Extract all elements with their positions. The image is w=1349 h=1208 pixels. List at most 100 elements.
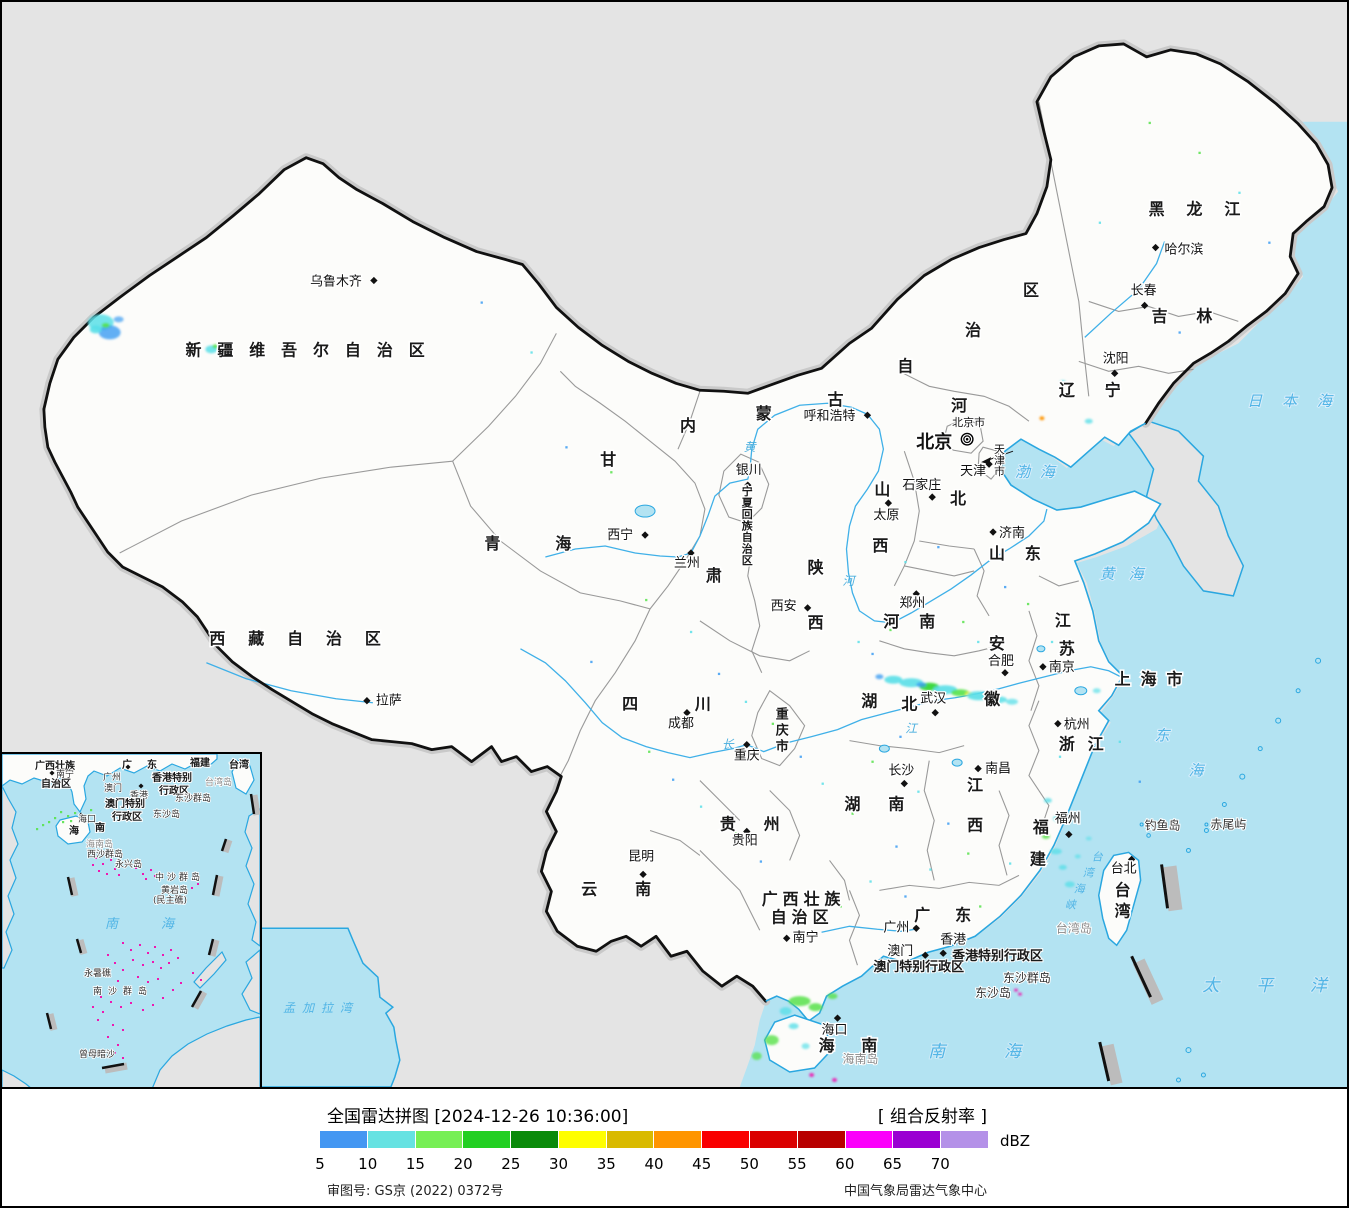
- radar-speck: [744, 700, 748, 704]
- lakes: [634, 504, 1088, 767]
- radar-speck: [889, 628, 892, 632]
- map-label: 区: [1023, 280, 1039, 299]
- map-label: 山: [874, 480, 890, 499]
- map-label: 肃: [706, 566, 722, 585]
- dbz-value-50: 50: [739, 1155, 759, 1173]
- map-label: 西沙群岛: [87, 848, 123, 860]
- radar-echo: [1074, 854, 1081, 859]
- map-label: 自治区: [771, 907, 834, 926]
- city-dot: [641, 531, 649, 539]
- city-label: 石家庄: [902, 477, 941, 493]
- inset-island-dot: [95, 857, 97, 859]
- map-label: 海: [69, 824, 79, 837]
- inset-echo-speck: [81, 817, 84, 820]
- map-label: 东沙群岛: [175, 792, 211, 804]
- radar-echo: [1052, 815, 1063, 822]
- inset-island-dot: [118, 874, 120, 876]
- dbz-value-20: 20: [453, 1155, 473, 1173]
- radar-speck: [937, 545, 940, 549]
- map-label: 东: [1155, 727, 1172, 745]
- map-label: 孟加拉湾: [283, 1001, 359, 1015]
- city-label: 拉萨: [376, 694, 402, 709]
- colorbar-cell-45: [702, 1131, 751, 1148]
- capital-symbol-outer-ring: [960, 432, 974, 446]
- inset-island-dot: [152, 1004, 154, 1006]
- colorbar-cell-40: [654, 1131, 703, 1148]
- inset-island-dot: [191, 887, 193, 889]
- city-dot: [931, 709, 939, 717]
- inset-echo-speck: [74, 812, 77, 815]
- city-dot: [1039, 663, 1047, 671]
- radar-speck: [1026, 602, 1030, 606]
- radar-echo: [801, 1043, 810, 1050]
- inset-mainland: [2, 754, 218, 814]
- hainan-island: [763, 1014, 833, 1073]
- map-label: 太平洋: [1202, 975, 1347, 995]
- map-label: 澳门特别: [105, 797, 145, 810]
- inset-island-dot: [135, 867, 137, 869]
- radar-echo: [113, 316, 124, 323]
- city-label: 南宁: [793, 929, 819, 945]
- radar-speck: [977, 640, 980, 644]
- radar-echo: [1041, 833, 1050, 839]
- map-label: 永兴岛: [115, 858, 142, 870]
- radar-echo: [1039, 416, 1045, 421]
- city-dot: [370, 276, 378, 285]
- colorbar-cell-10: [367, 1131, 416, 1148]
- radar-echo: [967, 691, 990, 701]
- map-label: 北京: [916, 431, 952, 453]
- inset-island-dot: [102, 1011, 104, 1013]
- radar-echo: [1043, 798, 1052, 804]
- map-label: 山东: [989, 544, 1061, 563]
- map-label-char: 庆: [775, 723, 789, 739]
- inset-island-dot: [170, 949, 172, 951]
- radar-speck: [899, 735, 902, 738]
- city-label: 贵阳: [732, 833, 758, 848]
- city-label: 合肥: [988, 654, 1014, 669]
- inset-island-dot: [197, 883, 199, 885]
- radar-echo: [764, 1035, 779, 1046]
- radar-speck: [904, 895, 907, 898]
- map-label: 峡: [1065, 898, 1078, 911]
- radar-speck: [565, 446, 568, 449]
- map-label: 湾: [1115, 901, 1131, 920]
- city-label: 成都: [668, 717, 694, 732]
- inset-island-dot: [147, 981, 149, 983]
- radar-speck: [857, 640, 860, 644]
- map-label: 浙江: [1059, 735, 1117, 754]
- colorbar-cell-65: [893, 1131, 942, 1148]
- map-label-char: 回: [742, 507, 753, 521]
- dbz-colorbar: [320, 1131, 988, 1148]
- radar-echo: [89, 325, 102, 334]
- map-label: 南海: [105, 917, 217, 932]
- dbz-value-25: 25: [501, 1155, 521, 1173]
- inset-island-dot: [127, 986, 129, 988]
- dbz-value-15: 15: [405, 1155, 425, 1173]
- map-label: 治: [965, 320, 981, 339]
- radar-echo: [827, 993, 838, 1000]
- product-label: [ 组合反射率 ]: [877, 1107, 987, 1127]
- radar-echo: [788, 996, 811, 1007]
- map-label: 福建: [189, 756, 211, 769]
- map-label: 河: [843, 574, 857, 588]
- inset-echo-speck: [90, 809, 93, 812]
- map-label: 江: [967, 776, 983, 795]
- radar-speck: [821, 782, 824, 785]
- city-label: 太原: [873, 508, 899, 523]
- map-label-char: 市: [994, 464, 1005, 478]
- radar-speck: [771, 722, 775, 725]
- colorbar-cell-30: [558, 1131, 607, 1148]
- map-label-char: 夏: [741, 497, 754, 510]
- map-label: 广: [122, 758, 132, 771]
- map-label: 钓鱼岛: [1145, 817, 1181, 832]
- map-label: 福: [1032, 817, 1049, 836]
- inset-island-dot: [117, 1044, 119, 1046]
- inset-echo-speck: [60, 811, 63, 814]
- map-label: 河南: [883, 612, 955, 631]
- inset-city-dot: [78, 812, 84, 818]
- map-label: 天津市: [994, 443, 1005, 478]
- radar-speck-layer: [480, 121, 1271, 908]
- radar-speck: [648, 750, 651, 753]
- inset-island-dot: [107, 1036, 109, 1038]
